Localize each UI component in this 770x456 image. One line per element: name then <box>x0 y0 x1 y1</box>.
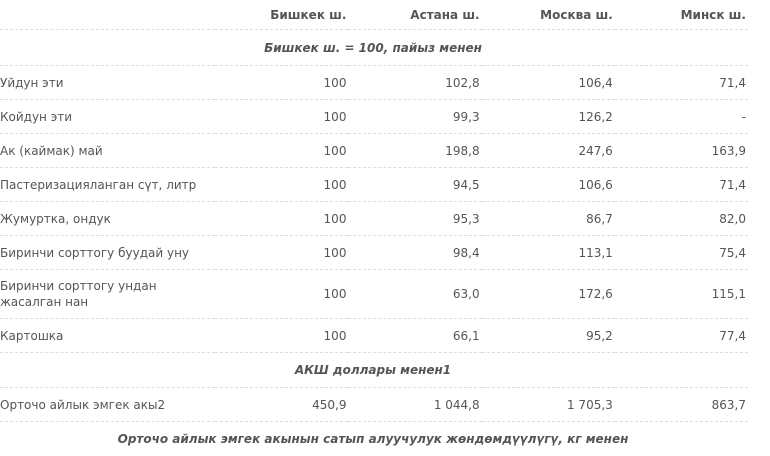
cell-value: 1 705,3 <box>482 388 615 422</box>
cell-value: 106,6 <box>482 168 615 202</box>
price-comparison-table: Бишкек ш. Астана ш. Москва ш. Минск ш. Б… <box>0 0 748 456</box>
section-title: АКШ доллары менен1 <box>0 353 748 388</box>
row-label: Пастеризацияланган сүт, литр <box>0 168 215 202</box>
row-label: Картошка <box>0 319 215 353</box>
cell-value: - <box>615 100 748 134</box>
row-label: Уйдун эти <box>0 66 215 100</box>
cell-value: 100 <box>215 134 348 168</box>
section-row: Орточо айлык эмгек акынын сатып алуучулу… <box>0 422 748 456</box>
section-row: Бишкек ш. = 100, пайыз менен <box>0 30 748 66</box>
cell-value: 71,4 <box>615 168 748 202</box>
cell-value: 172,6 <box>482 270 615 319</box>
cell-value: 106,4 <box>482 66 615 100</box>
cell-value: 63,0 <box>348 270 481 319</box>
cell-value: 100 <box>215 168 348 202</box>
cell-value: 66,1 <box>348 319 481 353</box>
cell-value: 126,2 <box>482 100 615 134</box>
table-row: Койдун эти 100 99,3 126,2 - <box>0 100 748 134</box>
column-header-bishkek: Бишкек ш. <box>215 0 348 30</box>
cell-value: 100 <box>215 319 348 353</box>
header-empty <box>0 0 215 30</box>
table-row: Биринчи сорттогу ундан жасалган нан 100 … <box>0 270 748 319</box>
cell-value: 94,5 <box>348 168 481 202</box>
cell-value: 95,3 <box>348 202 481 236</box>
row-label: Орточо айлык эмгек акы2 <box>0 388 215 422</box>
cell-value: 71,4 <box>615 66 748 100</box>
table-row: Картошка 100 66,1 95,2 77,4 <box>0 319 748 353</box>
cell-value: 863,7 <box>615 388 748 422</box>
cell-value: 95,2 <box>482 319 615 353</box>
cell-value: 75,4 <box>615 236 748 270</box>
cell-value: 115,1 <box>615 270 748 319</box>
section-title: Бишкек ш. = 100, пайыз менен <box>0 30 748 66</box>
section-row: АКШ доллары менен1 <box>0 353 748 388</box>
cell-value: 198,8 <box>348 134 481 168</box>
row-label: Биринчи сорттогу ундан жасалган нан <box>0 270 215 319</box>
cell-value: 86,7 <box>482 202 615 236</box>
cell-value: 100 <box>215 270 348 319</box>
column-header-minsk: Минск ш. <box>615 0 748 30</box>
cell-value: 100 <box>215 236 348 270</box>
header-row: Бишкек ш. Астана ш. Москва ш. Минск ш. <box>0 0 748 30</box>
column-header-astana: Астана ш. <box>348 0 481 30</box>
cell-value: 102,8 <box>348 66 481 100</box>
table-row: Пастеризацияланган сүт, литр 100 94,5 10… <box>0 168 748 202</box>
table-row: Орточо айлык эмгек акы2 450,9 1 044,8 1 … <box>0 388 748 422</box>
row-label: Койдун эти <box>0 100 215 134</box>
cell-value: 100 <box>215 66 348 100</box>
cell-value: 77,4 <box>615 319 748 353</box>
cell-value: 100 <box>215 202 348 236</box>
table-row: Жумуртка, ондук 100 95,3 86,7 82,0 <box>0 202 748 236</box>
table-row: Биринчи сорттогу буудай уну 100 98,4 113… <box>0 236 748 270</box>
cell-value: 113,1 <box>482 236 615 270</box>
table-row: Ак (каймак) май 100 198,8 247,6 163,9 <box>0 134 748 168</box>
cell-value: 1 044,8 <box>348 388 481 422</box>
row-label: Ак (каймак) май <box>0 134 215 168</box>
cell-value: 247,6 <box>482 134 615 168</box>
cell-value: 99,3 <box>348 100 481 134</box>
table-row: Уйдун эти 100 102,8 106,4 71,4 <box>0 66 748 100</box>
column-header-moscow: Москва ш. <box>482 0 615 30</box>
cell-value: 163,9 <box>615 134 748 168</box>
row-label: Жумуртка, ондук <box>0 202 215 236</box>
cell-value: 98,4 <box>348 236 481 270</box>
section-title: Орточо айлык эмгек акынын сатып алуучулу… <box>0 422 748 456</box>
cell-value: 82,0 <box>615 202 748 236</box>
cell-value: 450,9 <box>215 388 348 422</box>
row-label: Биринчи сорттогу буудай уну <box>0 236 215 270</box>
cell-value: 100 <box>215 100 348 134</box>
